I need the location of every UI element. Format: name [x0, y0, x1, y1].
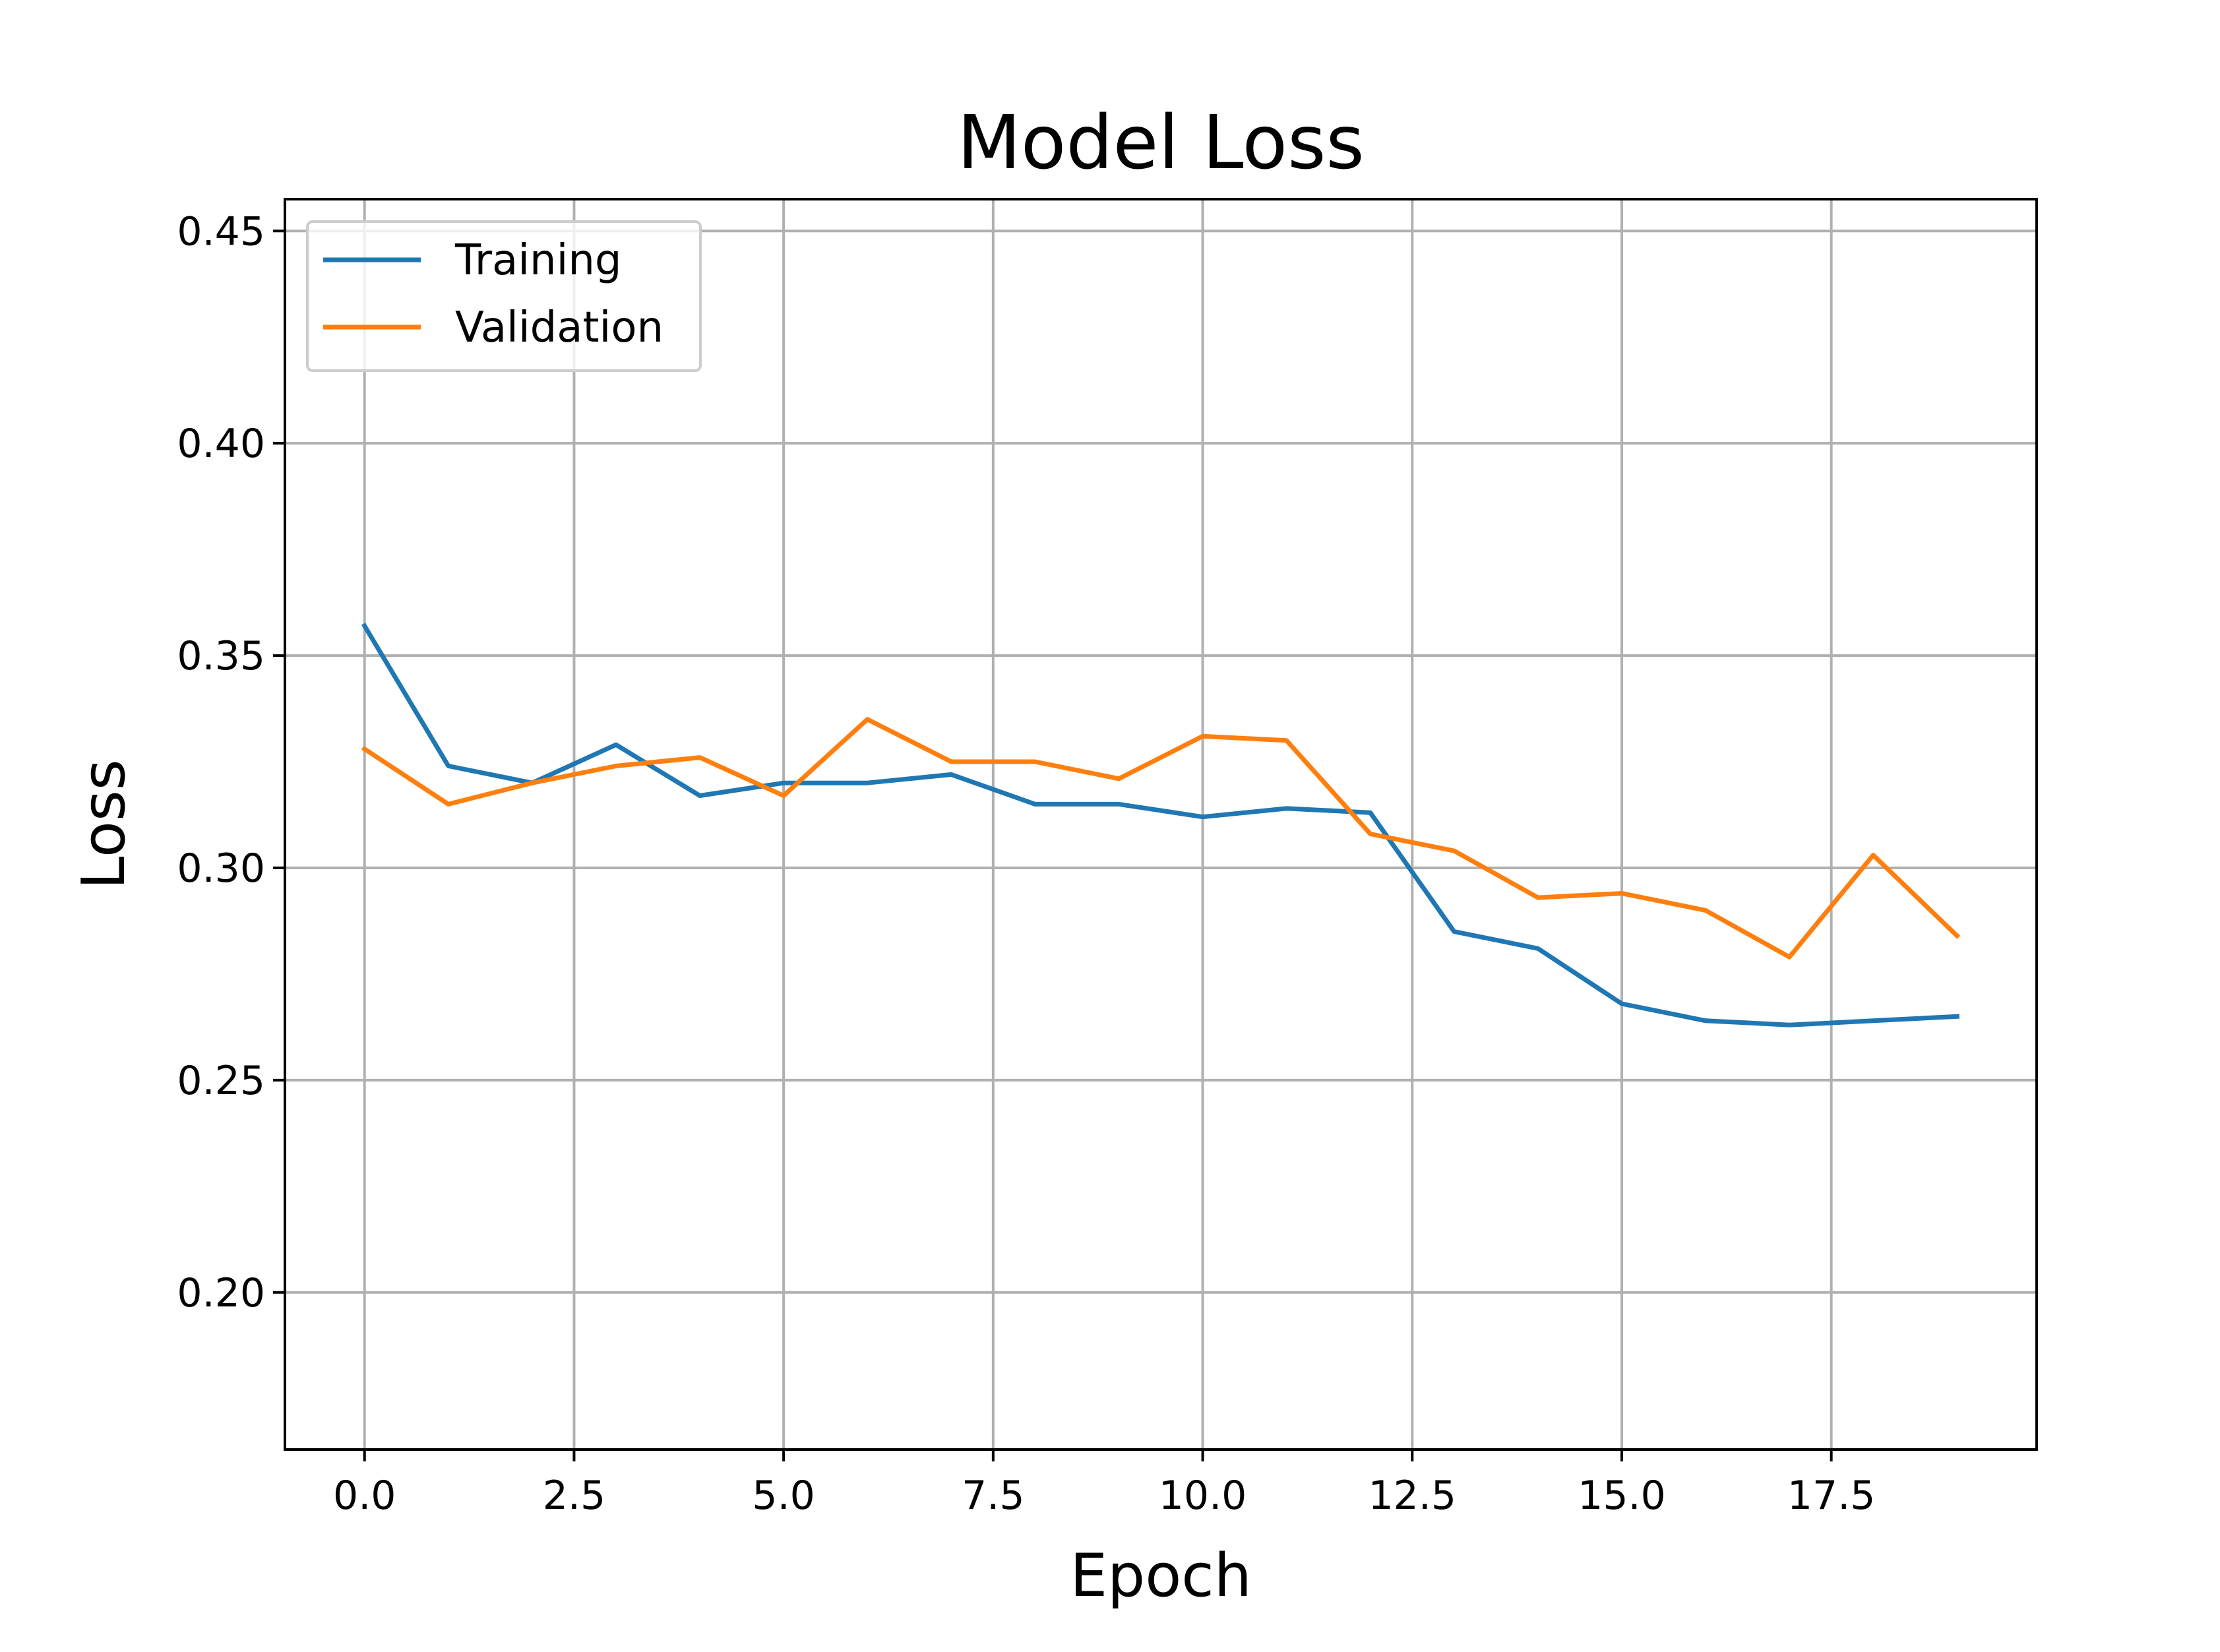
x-tick-label: 15.0 — [1578, 1473, 1666, 1519]
x-axis-label: Epoch — [1070, 1541, 1252, 1610]
legend: Training Validation — [306, 220, 702, 372]
y-tick-label: 0.30 — [177, 845, 265, 892]
series-lines — [361, 623, 1961, 1027]
series-line-validation — [361, 717, 1961, 960]
x-tick-label: 12.5 — [1368, 1473, 1456, 1519]
y-axis-label: Loss — [69, 759, 139, 889]
y-tick-label: 0.25 — [177, 1058, 265, 1104]
y-tick-label: 0.45 — [177, 208, 265, 255]
y-tick-label: 0.40 — [177, 421, 265, 467]
series-line-training — [361, 623, 1959, 1027]
legend-label-training: Training — [454, 236, 622, 285]
grid — [285, 199, 2037, 1450]
x-tick-label: 10.0 — [1159, 1473, 1247, 1519]
y-tick-label: 0.35 — [177, 633, 265, 679]
plot-frame — [284, 198, 2038, 1451]
y-tick-label: 0.20 — [177, 1270, 265, 1316]
x-tick-label: 0.0 — [333, 1473, 396, 1519]
legend-label-validation: Validation — [455, 303, 663, 352]
axis-ticks: 0.0 2.5 5.0 7.5 10.0 12.5 15.0 17.5 0.20 0.25 0.30… — [177, 208, 1875, 1519]
x-tick-label: 7.5 — [962, 1473, 1024, 1519]
x-tick-label: 17.5 — [1787, 1473, 1876, 1519]
x-tick-label: 2.5 — [543, 1473, 605, 1519]
chart-title: Model Loss — [957, 100, 1365, 186]
x-tick-label: 5.0 — [752, 1473, 815, 1519]
